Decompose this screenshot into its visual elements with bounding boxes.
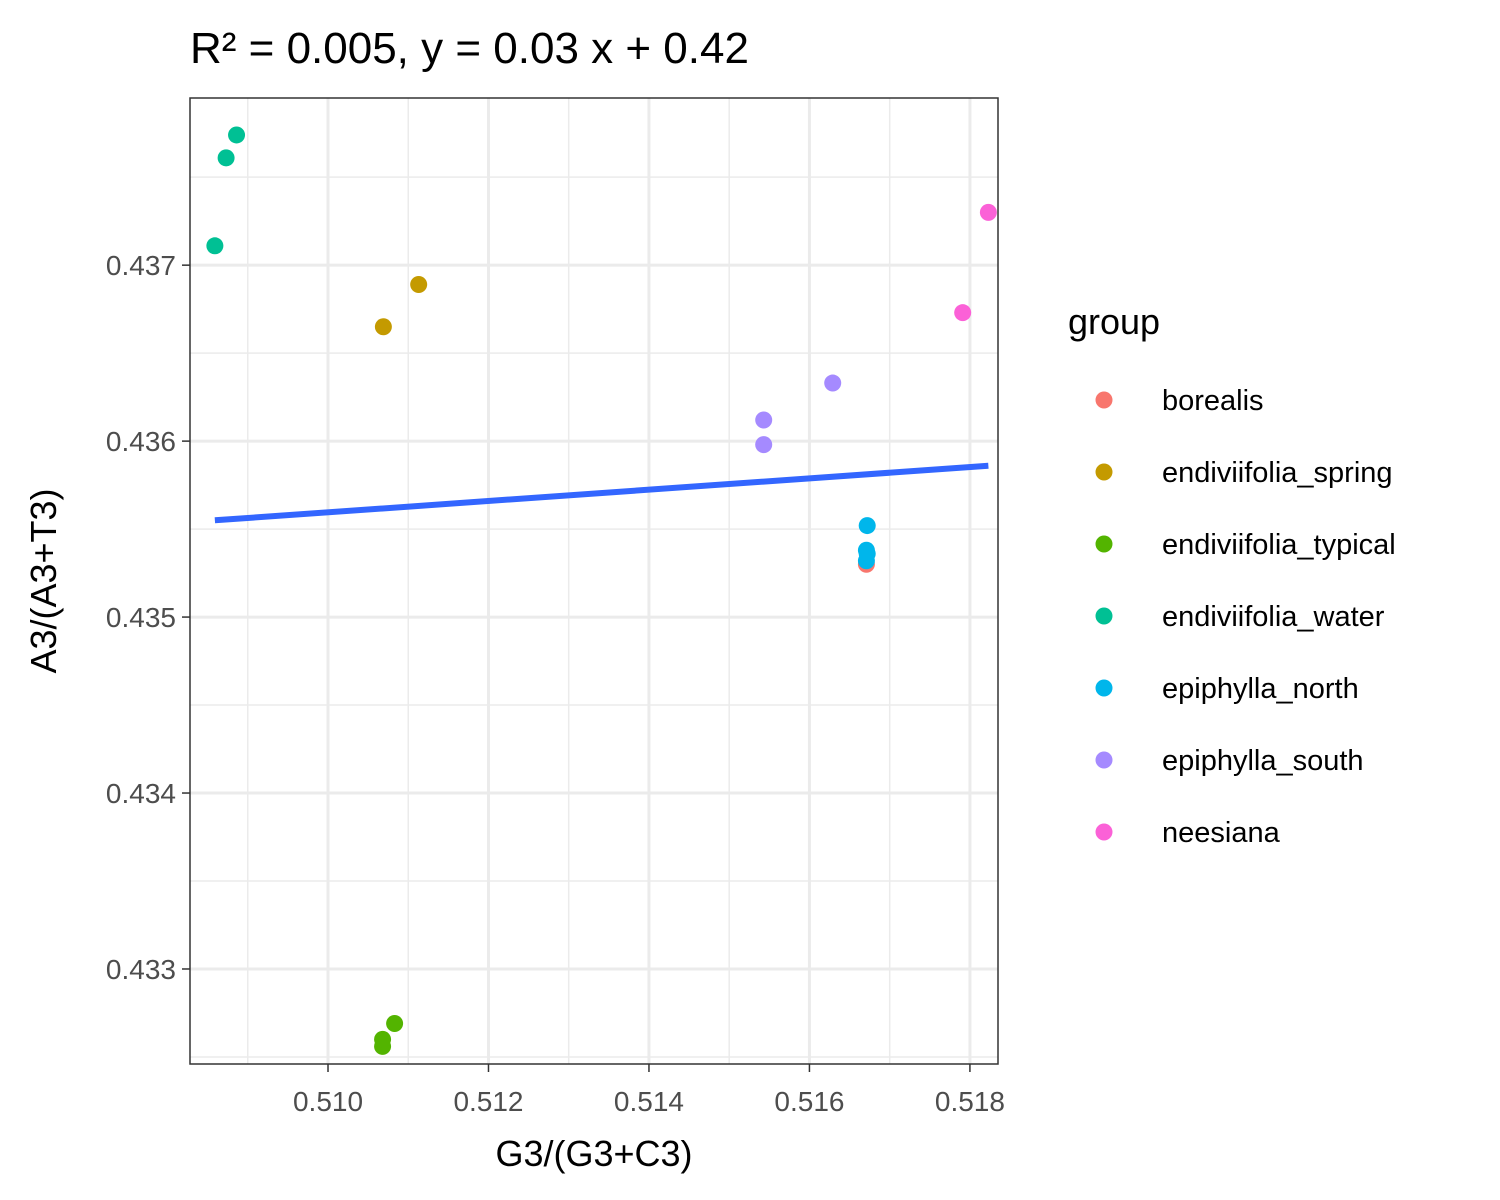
legend-key-endiviifolia_spring <box>1095 463 1113 481</box>
legend-label-epiphylla_south: epiphylla_south <box>1162 745 1364 777</box>
legend-key-neesiana <box>1095 823 1113 841</box>
data-point-epiphylla_north <box>858 517 876 535</box>
data-point-endiviifolia_water <box>217 149 235 167</box>
legend-title: group <box>1068 301 1160 342</box>
data-point-epiphylla_south <box>824 374 842 392</box>
data-point-epiphylla_south <box>755 436 773 454</box>
data-point-neesiana <box>979 203 997 221</box>
y-tick-label: 0.433 <box>106 954 176 985</box>
legend-key-endiviifolia_water <box>1095 607 1113 625</box>
x-tick-label: 0.518 <box>935 1086 1005 1117</box>
data-point-epiphylla_north <box>858 545 876 563</box>
y-axis-title: A3/(A3+T3) <box>23 488 64 673</box>
x-tick-label: 0.516 <box>774 1086 844 1117</box>
legend-label-borealis: borealis <box>1162 385 1264 417</box>
legend-label-epiphylla_north: epiphylla_north <box>1162 673 1359 705</box>
x-axis-ticks: 0.510 0.512 0.514 0.516 0.518 <box>293 1064 1005 1117</box>
legend-label-endiviifolia_spring: endiviifolia_spring <box>1162 457 1393 489</box>
panel-border <box>189 97 999 1065</box>
x-tick-label: 0.510 <box>293 1086 363 1117</box>
data-point-epiphylla_south <box>755 411 773 429</box>
data-point-endiviifolia_spring <box>410 276 428 294</box>
trend-line <box>214 462 989 524</box>
legend-label-endiviifolia_typical: endiviifolia_typical <box>1162 529 1396 561</box>
data-point-endiviifolia_water <box>206 237 224 255</box>
legend-label-endiviifolia_water: endiviifolia_water <box>1162 601 1385 633</box>
x-tick-label: 0.514 <box>614 1086 684 1117</box>
y-tick-label: 0.437 <box>106 250 176 281</box>
y-tick-label: 0.435 <box>106 602 176 633</box>
legend-key-epiphylla_north <box>1095 679 1113 697</box>
data-point-endiviifolia_water <box>228 126 246 144</box>
legend: group borealis endiviifolia_springendivii… <box>1068 301 1396 849</box>
legend-label-neesiana: neesiana <box>1162 817 1281 849</box>
legend-items: borealis endiviifolia_spring endiviifolia_… <box>1095 385 1396 849</box>
trend-line-group <box>214 462 989 524</box>
y-tick-label: 0.434 <box>106 778 176 809</box>
data-point-endiviifolia_typical <box>374 1030 392 1048</box>
data-point-endiviifolia_typical <box>386 1015 404 1033</box>
x-axis-title: G3/(G3+C3) <box>495 1133 692 1174</box>
data-point-endiviifolia_spring <box>374 318 392 336</box>
legend-key-endiviifolia_typical <box>1095 535 1113 553</box>
y-tick-label: 0.436 <box>106 426 176 457</box>
chart-title: R² = 0.005, y = 0.03 x + 0.42 <box>190 24 749 73</box>
grid-lines <box>190 98 998 1064</box>
data-points <box>206 126 997 1055</box>
y-axis-ticks: 0.433 0.434 0.435 0.436 0.437 <box>106 250 190 985</box>
x-tick-label: 0.512 <box>453 1086 523 1117</box>
legend-key-borealis <box>1095 391 1113 409</box>
legend-key-epiphylla_south <box>1095 751 1113 769</box>
data-point-neesiana <box>954 304 972 322</box>
